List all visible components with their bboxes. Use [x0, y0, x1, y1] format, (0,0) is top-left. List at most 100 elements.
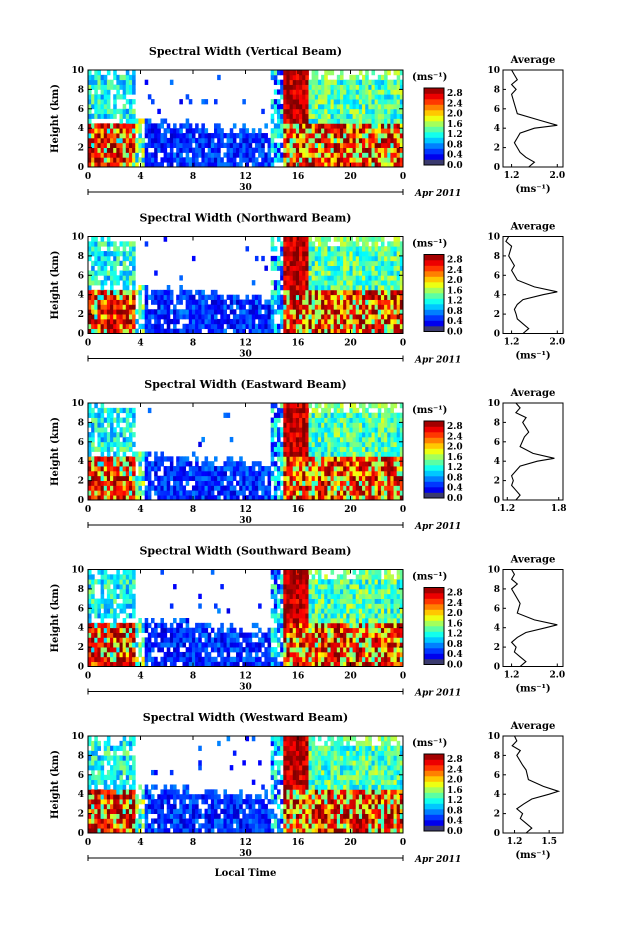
heatmap-cell — [251, 656, 256, 663]
heatmap-cell — [333, 133, 338, 139]
y-axis-label: Height (km) — [50, 84, 61, 153]
heatmap-cell — [91, 461, 95, 467]
heatmap-cell — [157, 147, 161, 153]
heatmap-cell — [365, 422, 369, 428]
heatmap-cell — [258, 299, 262, 305]
heatmap-cell — [242, 137, 246, 144]
heatmap-cell — [151, 133, 155, 139]
heatmap-cell — [217, 328, 221, 334]
heatmap-cell — [292, 432, 297, 438]
heatmap-cell — [343, 89, 347, 95]
heatmap-cell — [305, 103, 309, 110]
heatmap-cell — [251, 294, 256, 300]
heatmap-cell — [387, 323, 391, 330]
heatmap-cell — [384, 265, 388, 271]
heatmap-cell — [396, 275, 401, 281]
heatmap-cell — [314, 152, 319, 158]
heatmap-cell — [116, 84, 120, 90]
heatmap-cell — [119, 574, 124, 580]
heatmap-cell — [94, 113, 98, 119]
heatmap-cell — [349, 285, 353, 291]
heatmap-cell — [195, 162, 199, 168]
heatmap-cell — [163, 118, 168, 124]
heatmap-cell — [163, 128, 168, 134]
heatmap-cell — [380, 152, 385, 158]
heatmap-cell — [100, 285, 105, 291]
heatmap-cell — [324, 466, 328, 472]
heatmap-cell — [380, 241, 385, 247]
heatmap-cell — [302, 246, 306, 252]
heatmap-cell — [144, 637, 149, 643]
heatmap-cell — [317, 309, 322, 315]
colorbar-segment — [424, 154, 444, 160]
heatmap-cell — [368, 251, 372, 257]
heatmap-cell — [198, 593, 202, 599]
heatmap-cell — [100, 241, 105, 247]
heatmap-cell — [239, 466, 243, 472]
heatmap-cell — [396, 246, 401, 252]
heatmap-cell — [396, 260, 401, 266]
heatmap-cell — [377, 466, 382, 472]
heatmap-cell — [125, 622, 130, 629]
heatmap-cell — [399, 475, 404, 481]
heatmap-cell — [283, 133, 287, 139]
heatmap-cell — [387, 84, 391, 90]
heatmap-cell — [91, 294, 95, 300]
heatmap-cell — [327, 299, 331, 305]
heatmap-cell — [399, 79, 404, 85]
heatmap-cell — [308, 142, 313, 148]
heatmap-cell — [214, 637, 218, 643]
heatmap-cell — [169, 656, 174, 663]
heatmap-cell — [141, 314, 146, 320]
heatmap-cell — [324, 314, 328, 320]
heatmap-cell — [138, 309, 142, 315]
heatmap-cell — [314, 108, 319, 115]
heatmap-cell — [135, 289, 139, 296]
heatmap-cell — [242, 142, 246, 148]
heatmap-cell — [254, 656, 259, 663]
heatmap-cell — [286, 157, 290, 163]
heatmap-cell — [163, 304, 168, 310]
heatmap-cell — [289, 466, 294, 472]
heatmap-cell — [239, 485, 243, 491]
heatmap-cell — [283, 157, 287, 163]
heatmap-cell — [302, 436, 306, 443]
heatmap-cell — [308, 461, 313, 467]
heatmap-cell — [368, 152, 372, 158]
heatmap-cell — [128, 622, 133, 629]
heatmap-cell — [128, 661, 133, 667]
heatmap-cell — [236, 461, 240, 467]
heatmap-cell — [91, 485, 95, 491]
heatmap-cell — [128, 89, 133, 95]
heatmap-cell — [314, 79, 319, 85]
y-tick-label: 4 — [78, 291, 84, 301]
heatmap-cell — [362, 294, 366, 300]
heatmap-cell — [179, 147, 183, 153]
heatmap-cell — [340, 456, 344, 462]
heatmap-cell — [157, 661, 161, 667]
heatmap-cell — [352, 157, 357, 163]
heatmap-cell — [122, 152, 127, 158]
heatmap-cell — [204, 642, 209, 648]
heatmap-cell — [277, 108, 281, 115]
heatmap-cell — [380, 147, 385, 153]
heatmap-cell — [169, 456, 174, 462]
heatmap-cell — [349, 108, 353, 115]
heatmap-cell — [336, 485, 341, 491]
heatmap-cell — [396, 241, 401, 247]
heatmap-cell — [377, 99, 382, 105]
heatmap-cell — [132, 647, 136, 653]
heatmap-cell — [355, 485, 360, 491]
heatmap-cell — [336, 265, 341, 271]
heatmap-cell — [355, 427, 360, 433]
heatmap-cell — [362, 461, 366, 467]
heatmap-cell — [333, 108, 338, 115]
heatmap-cell — [94, 133, 98, 139]
heatmap-cell — [362, 289, 366, 296]
heatmap-cell — [226, 318, 231, 325]
colorbar-segment — [424, 315, 444, 321]
heatmap-cell — [280, 432, 284, 438]
heatmap-cell — [277, 260, 281, 266]
heatmap-cell — [333, 475, 338, 481]
heatmap-cell — [113, 328, 117, 334]
